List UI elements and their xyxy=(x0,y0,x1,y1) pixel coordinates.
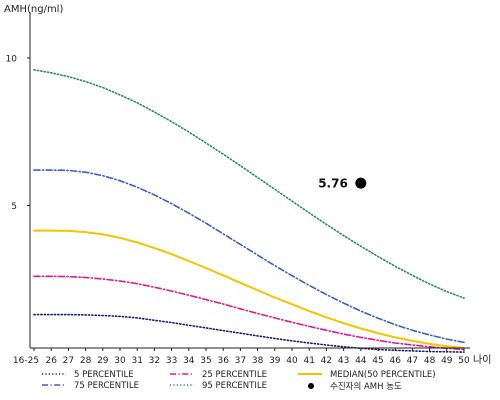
x-tick-label: 41 xyxy=(303,356,314,366)
y-axis-title: AMH(ng/ml) xyxy=(4,4,63,15)
series-line-2 xyxy=(33,229,465,349)
legend-label: 75 PERCENTILE xyxy=(74,381,139,391)
series-line-3 xyxy=(33,169,465,344)
y-ticks: 5 10 xyxy=(6,55,30,212)
x-tick-label: 32 xyxy=(149,356,160,366)
x-tick-label: 37 xyxy=(235,356,246,366)
legend-patient-label: 수진자의 AMH 농도 xyxy=(330,381,402,392)
series-line-1 xyxy=(33,275,465,351)
y-tick-label: 10 xyxy=(6,55,18,65)
legend-label: 25 PERCENTILE xyxy=(202,370,267,380)
x-tick-label: 28 xyxy=(80,356,92,366)
x-tick-label: 30 xyxy=(114,356,126,366)
x-tick-label: 27 xyxy=(63,356,74,366)
x-tick-label: 39 xyxy=(269,356,281,366)
x-tick-label: 47 xyxy=(407,356,418,366)
x-tick-label: 44 xyxy=(355,356,367,366)
legend-label: 95 PERCENTILE xyxy=(202,381,267,391)
x-tick-label: 35 xyxy=(200,356,211,366)
series-line-0 xyxy=(33,313,465,353)
x-tick-label: 34 xyxy=(183,356,195,366)
x-tick-label: 43 xyxy=(338,356,349,366)
x-tick-label: 49 xyxy=(441,356,453,366)
patient-value-label: 5.76 xyxy=(318,177,348,191)
legend-label: MEDIAN(50 PERCENTILE) xyxy=(330,370,436,380)
x-tick-label: 42 xyxy=(321,356,332,366)
y-tick-label: 5 xyxy=(11,202,17,212)
x-tick-label: 38 xyxy=(252,356,264,366)
x-tick-label: 46 xyxy=(389,356,401,366)
x-tick-label: 33 xyxy=(166,356,177,366)
patient-point xyxy=(355,177,367,189)
x-tick-label: 50 xyxy=(458,356,470,366)
legend-label: 5 PERCENTILE xyxy=(74,370,134,380)
x-tick-label: 48 xyxy=(424,356,436,366)
x-tick-label: 29 xyxy=(97,356,109,366)
series-layer xyxy=(33,69,465,353)
x-tick-label: 26 xyxy=(45,356,57,366)
x-tick-label: 36 xyxy=(217,356,229,366)
series-line-4 xyxy=(33,69,465,299)
x-ticks: 16-25 26 27 28 29 30 31 32 33 34 35 36 37 38 39 40 41 42 4… xyxy=(13,348,470,366)
x-tick-label: 40 xyxy=(286,356,298,366)
x-axis-title: 나이 xyxy=(473,354,491,366)
patient-marker-layer: 5.76 xyxy=(318,177,367,191)
x-tick-label: 45 xyxy=(372,356,383,366)
x-tick-label: 16-25 xyxy=(13,356,39,366)
x-tick-label: 31 xyxy=(131,356,142,366)
legend-patient-swatch xyxy=(308,383,314,389)
